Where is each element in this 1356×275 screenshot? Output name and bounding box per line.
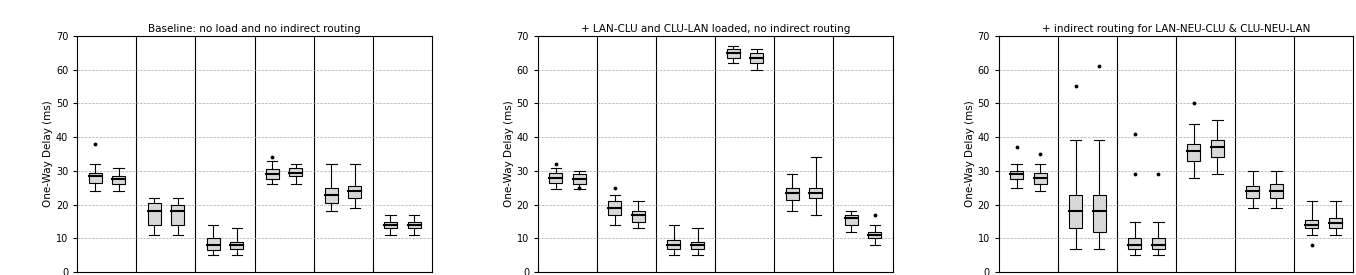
Bar xyxy=(231,242,243,249)
Bar xyxy=(810,188,822,198)
Y-axis label: One-Way Delay (ms): One-Way Delay (ms) xyxy=(43,101,53,207)
Bar xyxy=(1128,238,1142,249)
Y-axis label: One-Way Delay (ms): One-Way Delay (ms) xyxy=(964,101,975,207)
Bar xyxy=(266,169,279,179)
Bar xyxy=(727,49,739,58)
Bar xyxy=(171,205,184,225)
Bar xyxy=(785,188,799,200)
Bar xyxy=(692,242,704,249)
Bar xyxy=(1246,186,1260,198)
Bar xyxy=(667,240,681,249)
Bar xyxy=(408,222,420,228)
Title: + LAN-CLU and CLU-LAN loaded, no indirect routing: + LAN-CLU and CLU-LAN loaded, no indirec… xyxy=(580,24,850,34)
Bar xyxy=(88,173,102,183)
Bar xyxy=(1033,173,1047,185)
Bar xyxy=(574,174,586,185)
Title: + indirect routing for LAN-NEU-CLU & CLU-NEU-LAN: + indirect routing for LAN-NEU-CLU & CLU… xyxy=(1041,24,1310,34)
Bar xyxy=(1069,194,1082,228)
Bar xyxy=(549,173,563,183)
Bar xyxy=(1271,185,1283,198)
Bar xyxy=(1211,141,1224,157)
Bar xyxy=(1093,194,1105,232)
Bar xyxy=(1188,144,1200,161)
Bar xyxy=(348,186,362,198)
Bar xyxy=(868,232,881,238)
Bar xyxy=(1010,171,1022,179)
Bar xyxy=(384,222,397,228)
Bar xyxy=(1306,220,1318,228)
Bar xyxy=(632,211,645,222)
Bar xyxy=(1329,218,1342,228)
Bar xyxy=(845,215,857,225)
Bar xyxy=(609,201,621,215)
Y-axis label: One-Way Delay (ms): One-Way Delay (ms) xyxy=(504,101,514,207)
Bar xyxy=(206,238,220,250)
Bar xyxy=(113,176,125,185)
Title: Baseline: no load and no indirect routing: Baseline: no load and no indirect routin… xyxy=(148,24,361,34)
Bar xyxy=(325,188,338,203)
Bar xyxy=(148,203,160,225)
Bar xyxy=(750,53,763,63)
Bar xyxy=(1151,238,1165,249)
Bar xyxy=(289,167,302,176)
